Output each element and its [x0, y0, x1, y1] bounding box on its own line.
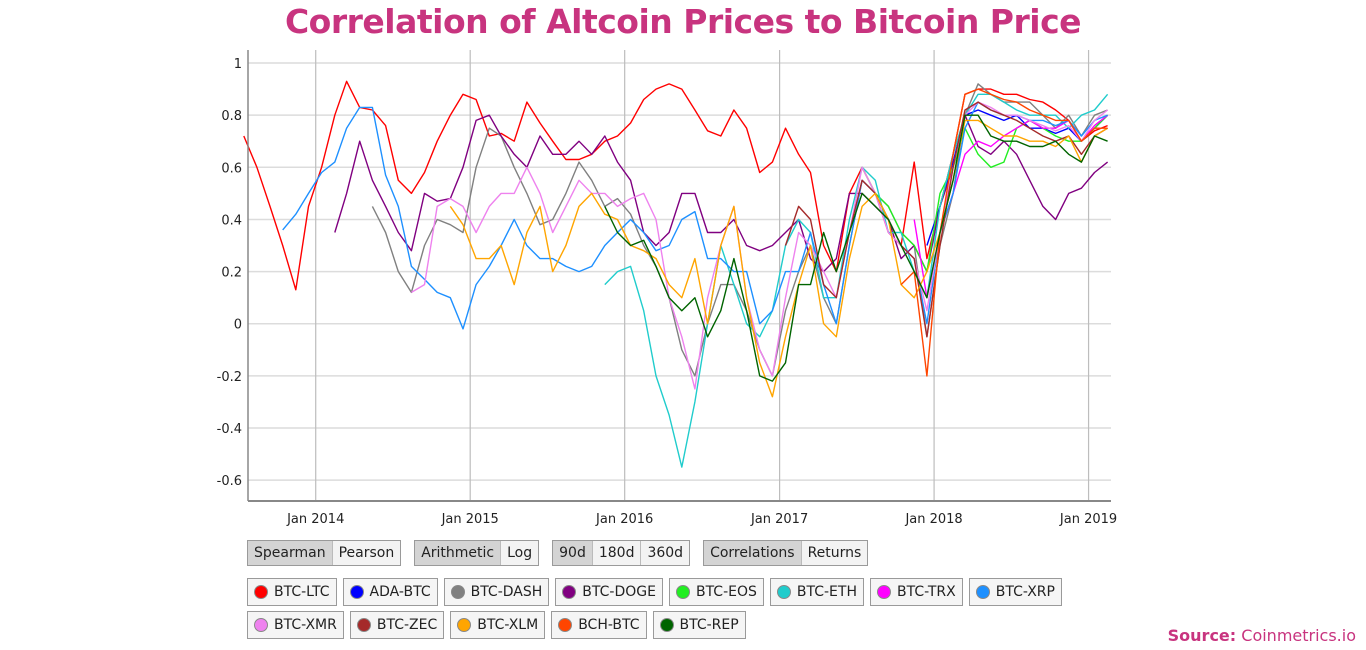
- y-tick-label: 0.8: [221, 109, 242, 124]
- x-tick-label: Jan 2019: [1059, 512, 1117, 527]
- series-line-btc-doge: [334, 114, 1109, 273]
- x-tick-label: Jan 2014: [286, 512, 344, 527]
- y-tick-label: 0.6: [221, 161, 242, 176]
- legend-color-dot-icon: [876, 585, 891, 599]
- legend-color-dot-icon: [776, 585, 791, 599]
- axes: 1 0.8 0.6 0.4 0.2 0 -0.2 -0.4 -0.6 Jan 2014 Jan 20…: [217, 50, 1117, 527]
- view-toggle: Correlations Returns: [703, 540, 869, 566]
- series-line-btc-rep: [604, 114, 1108, 382]
- legend-item-btc-xlm[interactable]: BTC-XLM: [450, 611, 546, 639]
- arithmetic-button[interactable]: Arithmetic: [415, 541, 502, 565]
- y-tick-label: 1: [234, 57, 242, 72]
- series-lines: [243, 80, 1109, 468]
- scale-toggle: Arithmetic Log: [414, 540, 540, 566]
- legend-item-btc-doge[interactable]: BTC-DOGE: [555, 578, 663, 606]
- legend-color-dot-icon: [254, 618, 268, 632]
- pearson-button[interactable]: Pearson: [332, 541, 401, 565]
- source-credit: Source: Coinmetrics.io: [1168, 626, 1356, 645]
- legend-item-ada-btc[interactable]: ADA-BTC: [342, 578, 438, 606]
- series-line-bch-btc: [900, 88, 1108, 377]
- y-tick-label: 0.2: [221, 266, 242, 281]
- series-line-btc-dash: [371, 83, 1108, 377]
- series-line-btc-xmr: [411, 101, 1109, 390]
- legend-label: ADA-BTC: [369, 584, 431, 600]
- series-line-btc-eos: [861, 114, 1109, 273]
- spearman-button[interactable]: Spearman: [248, 541, 333, 565]
- legend-label: BTC-TRX: [896, 584, 956, 600]
- y-tick-label: -0.2: [217, 370, 242, 385]
- legend-label: BTC-ETH: [796, 584, 857, 600]
- control-bar: Spearman Pearson Arithmetic Log 90d 180d…: [247, 540, 869, 566]
- legend-item-bch-btc[interactable]: BCH-BTC: [551, 611, 647, 639]
- series-line-btc-eth: [604, 93, 1109, 468]
- source-label: Source:: [1167, 626, 1237, 645]
- legend-item-btc-eth[interactable]: BTC-ETH: [769, 578, 864, 606]
- legend-item-btc-dash[interactable]: BTC-DASH: [443, 578, 550, 606]
- legend-label: BTC-XLM: [477, 617, 539, 633]
- legend-label: BTC-XMR: [274, 617, 337, 633]
- y-tick-label: -0.4: [217, 422, 242, 437]
- series-line-btc-xrp: [282, 101, 1108, 330]
- grid: [248, 50, 1111, 501]
- legend-item-btc-trx[interactable]: BTC-TRX: [869, 578, 963, 606]
- y-tick-label: 0.4: [221, 213, 242, 228]
- legend-label: BTC-DOGE: [582, 584, 656, 600]
- legend-row-2: BTC-XMR BTC-ZEC BTC-XLM BCH-BTC BTC-REP: [247, 611, 746, 639]
- legend-color-dot-icon: [457, 618, 472, 632]
- correlation-chart: 1 0.8 0.6 0.4 0.2 0 -0.2 -0.4 -0.6 Jan 2014 Jan 20…: [217, 50, 1117, 527]
- correlations-button[interactable]: Correlations: [704, 541, 802, 565]
- legend-item-btc-zec[interactable]: BTC-ZEC: [349, 611, 445, 639]
- legend-color-dot-icon: [562, 585, 577, 599]
- 360d-button[interactable]: 360d: [641, 541, 690, 565]
- log-button[interactable]: Log: [501, 541, 539, 565]
- legend-label: BTC-XRP: [995, 584, 1055, 600]
- x-tick-label: Jan 2016: [595, 512, 653, 527]
- legend-color-dot-icon: [675, 585, 690, 599]
- legend-label: BCH-BTC: [578, 617, 640, 633]
- window-toggle: 90d 180d 360d: [552, 540, 691, 566]
- legend-label: BTC-LTC: [274, 584, 330, 600]
- source-value: Coinmetrics.io: [1241, 626, 1356, 645]
- chart-title: Correlation of Altcoin Prices to Bitcoin…: [284, 2, 1082, 41]
- legend-color-dot-icon: [659, 618, 674, 632]
- legend-label: BTC-REP: [679, 617, 739, 633]
- legend-color-dot-icon: [450, 585, 465, 599]
- legend-item-btc-ltc[interactable]: BTC-LTC: [247, 578, 337, 606]
- y-tick-label: 0: [234, 318, 242, 333]
- legend-color-dot-icon: [349, 585, 364, 599]
- y-tick-label: -0.6: [217, 474, 242, 489]
- 90d-button[interactable]: 90d: [553, 541, 593, 565]
- legend-item-btc-xrp[interactable]: BTC-XRP: [968, 578, 1062, 606]
- legend-color-dot-icon: [254, 585, 268, 599]
- x-tick-label: Jan 2015: [441, 512, 499, 527]
- x-tick-label: Jan 2018: [904, 512, 962, 527]
- legend-item-btc-xmr[interactable]: BTC-XMR: [247, 611, 344, 639]
- legend-item-btc-rep[interactable]: BTC-REP: [652, 611, 746, 639]
- returns-button[interactable]: Returns: [801, 541, 868, 565]
- 180d-button[interactable]: 180d: [592, 541, 642, 565]
- method-toggle: Spearman Pearson: [247, 540, 402, 566]
- legend-label: BTC-DASH: [470, 584, 543, 600]
- legend-row-1: BTC-LTC ADA-BTC BTC-DASH BTC-DOGE BTC-EOS BTC…: [247, 578, 1062, 606]
- legend-label: BTC-ZEC: [376, 617, 438, 633]
- series-line-btc-xlm: [449, 119, 1108, 398]
- legend-label: BTC-EOS: [695, 584, 757, 600]
- x-tick-label: Jan 2017: [750, 512, 808, 527]
- legend-color-dot-icon: [356, 618, 371, 632]
- legend-color-dot-icon: [975, 585, 990, 599]
- legend-color-dot-icon: [558, 618, 573, 632]
- legend-item-btc-eos[interactable]: BTC-EOS: [668, 578, 764, 606]
